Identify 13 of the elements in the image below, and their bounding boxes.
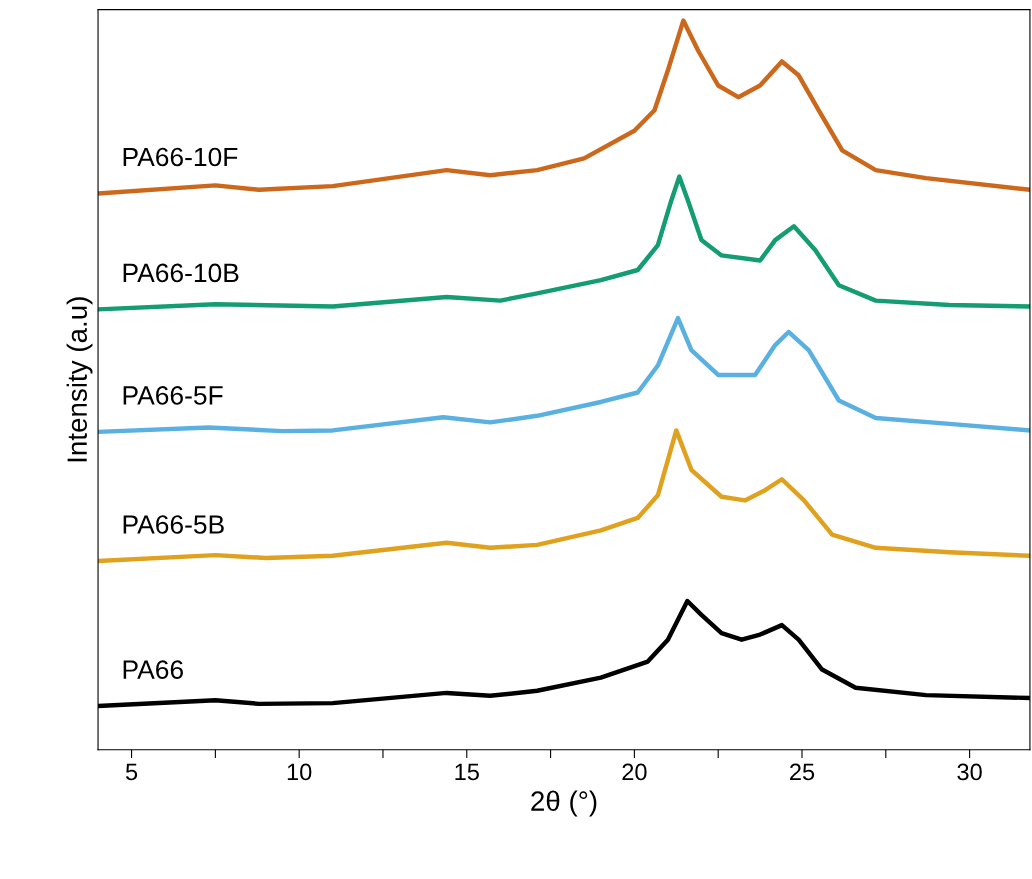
series-label: PA66-10F — [123, 147, 238, 167]
series-label: PA66-5F — [123, 386, 223, 405]
x-tick-label: 5 — [125, 763, 138, 781]
series-label: PA66 — [123, 660, 183, 679]
x-tick-label: 15 — [455, 763, 479, 781]
x-tick-label: 10 — [287, 763, 312, 781]
series-label: PA66-10B — [123, 263, 239, 283]
x-tick-label: 30 — [957, 763, 982, 781]
y-axis-title: Intensity (a.u) — [66, 297, 93, 462]
x-axis-title: 2θ (°) — [531, 790, 597, 817]
x-tick-label: 25 — [790, 763, 815, 781]
series-label: PA66-5B — [123, 515, 224, 534]
x-tick-label: 20 — [622, 763, 647, 781]
